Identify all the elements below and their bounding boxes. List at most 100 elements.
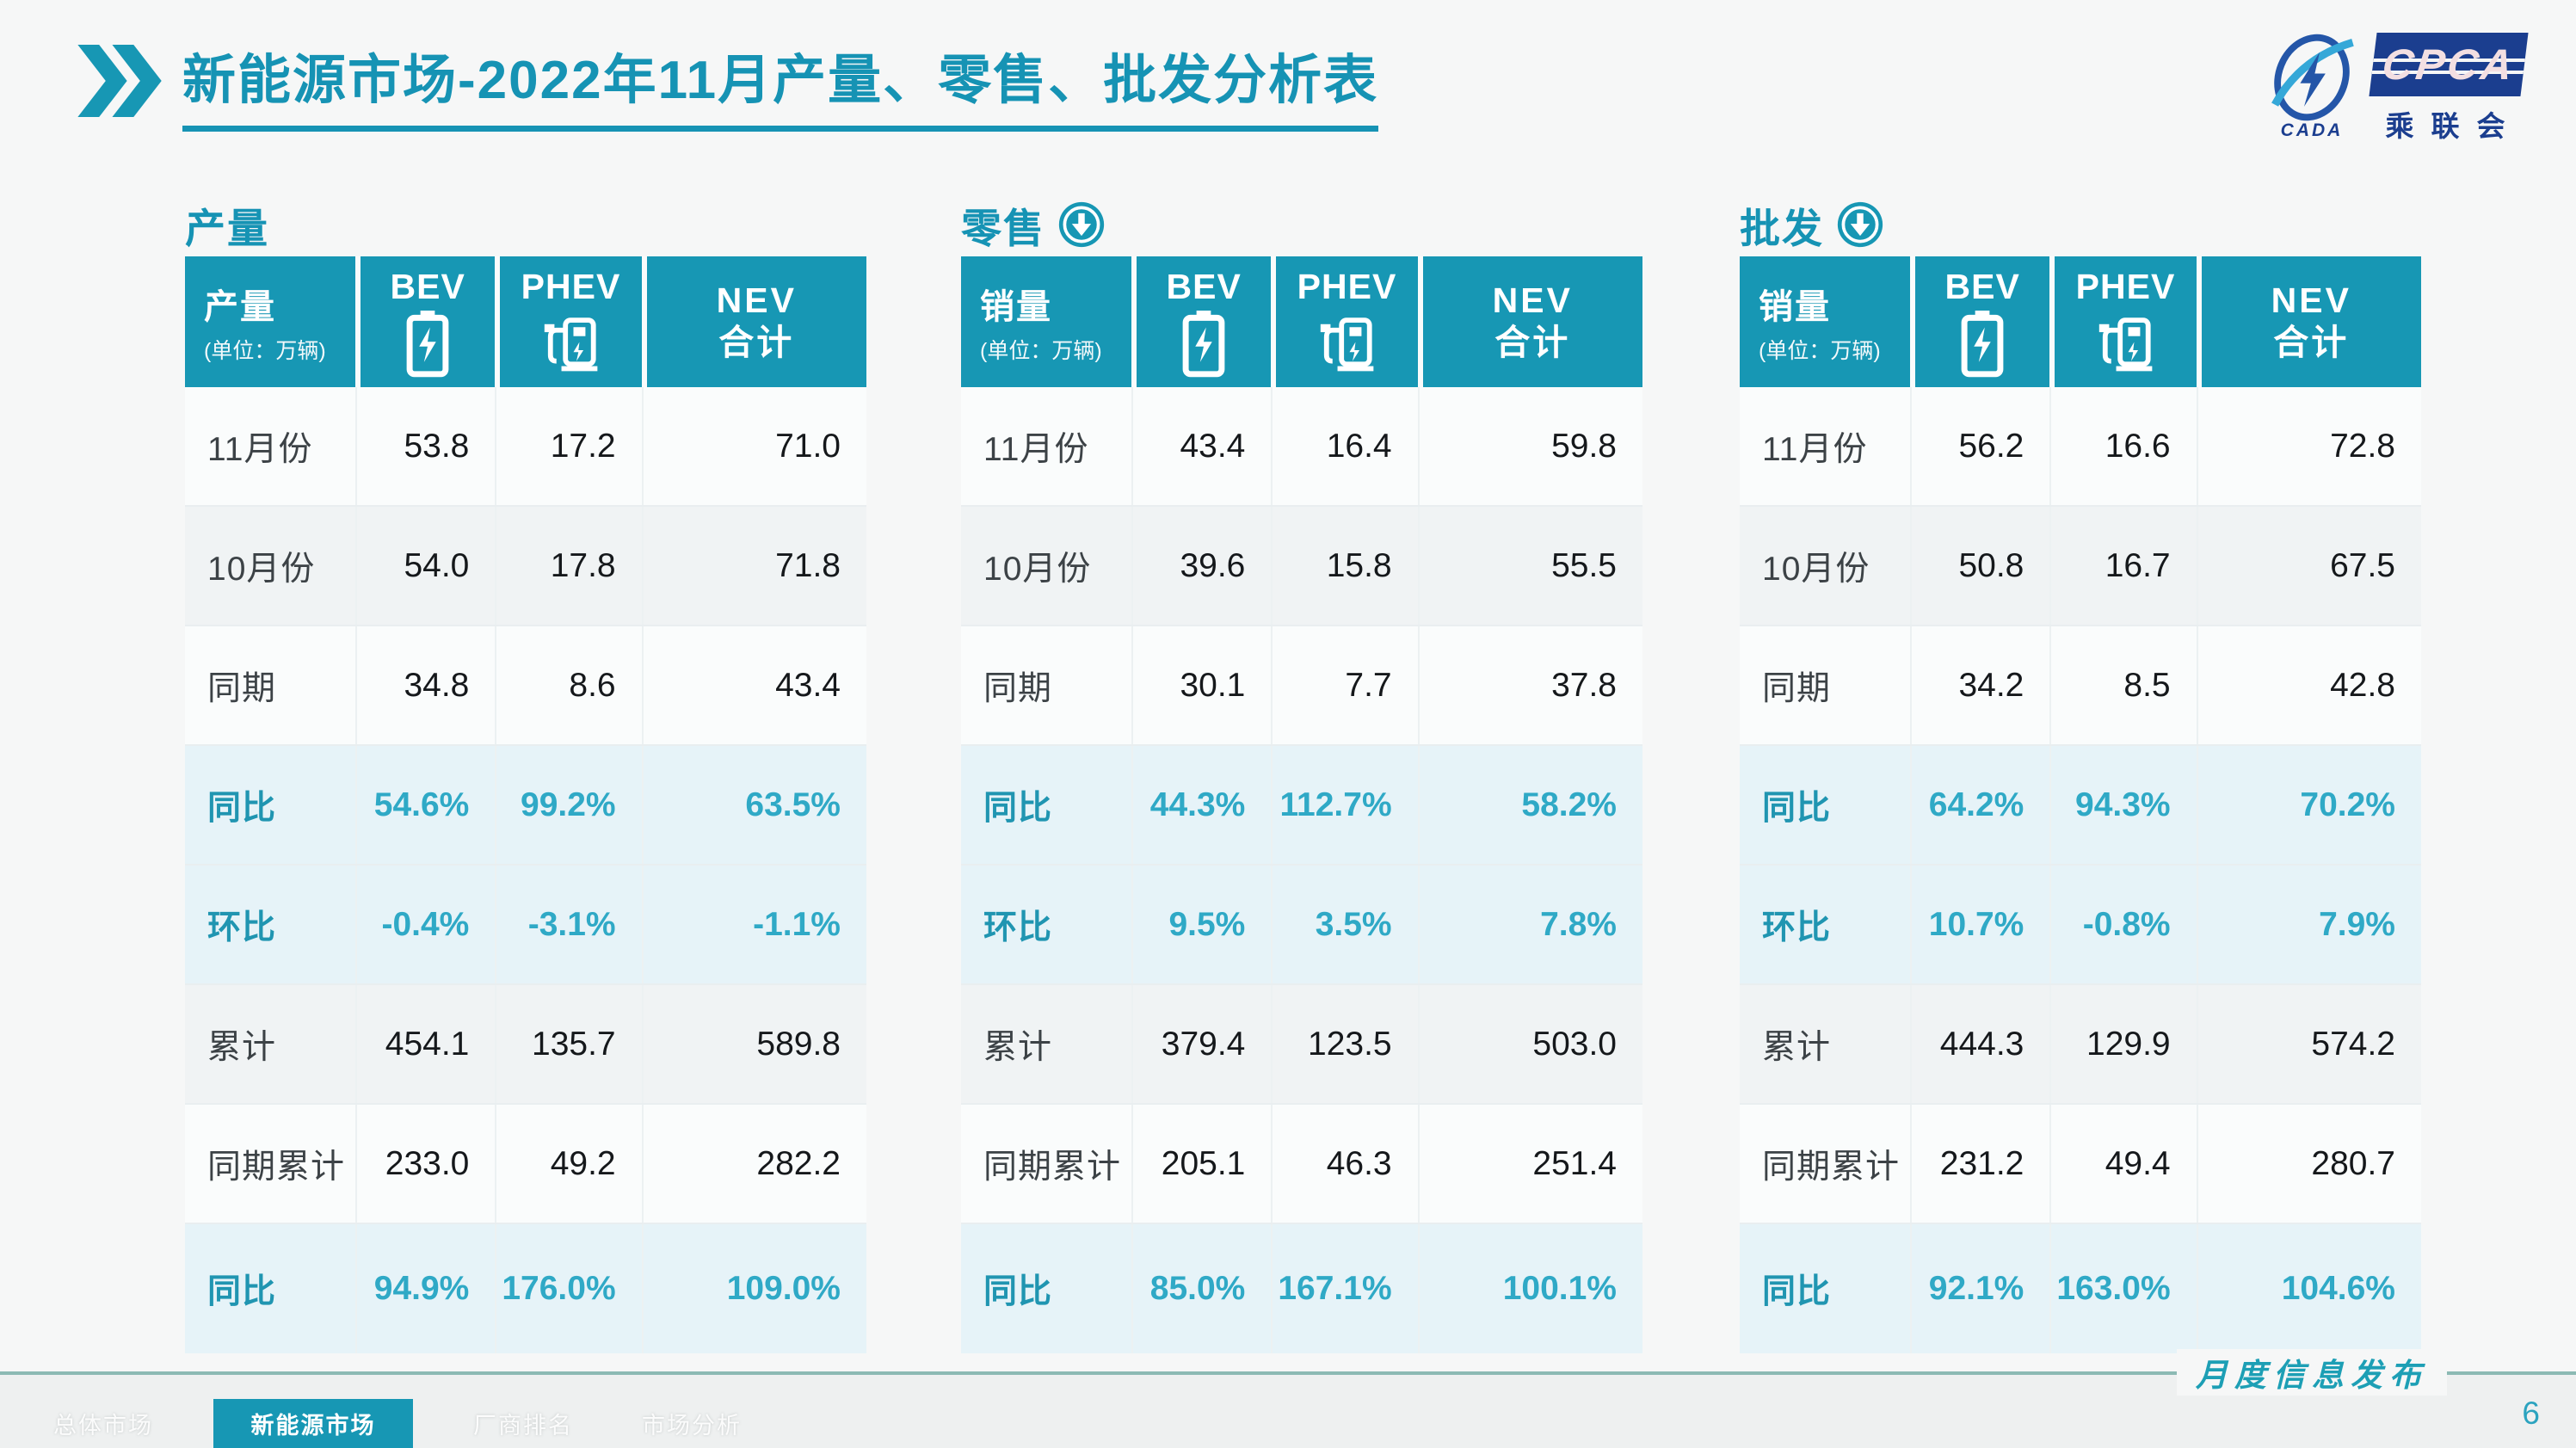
- bev-header-cell: BEV: [355, 256, 495, 387]
- phev-value-cell: 49.2: [495, 1105, 641, 1223]
- phev-header-cell: PHEV: [495, 256, 641, 387]
- nev-header-cell: NEV 合计: [641, 256, 866, 387]
- bev-value-cell: 56.2: [1910, 387, 2049, 505]
- row-label-cell: 同期累计: [1762, 1148, 1901, 1186]
- row-label-cell: 环比: [1762, 909, 1832, 946]
- row-label-cell: 11月份: [1762, 430, 1868, 468]
- battery-icon: [406, 310, 449, 377]
- association-text: 乘联会: [2385, 110, 2523, 142]
- table-row: 11月份 53.8 17.2 71.0: [185, 387, 866, 507]
- cada-text: CADA: [2280, 120, 2344, 140]
- nev-value-cell: 251.4: [1417, 1105, 1642, 1223]
- bev-header-cell: BEV: [1910, 256, 2049, 387]
- phev-value-cell: 94.3%: [2049, 746, 2196, 864]
- phev-value-cell: 7.7: [1271, 626, 1417, 744]
- page-title: 新能源市场-2022年11月产量、零售、批发分析表: [182, 36, 1379, 132]
- phev-header-cell: PHEV: [2049, 256, 2196, 387]
- nev-total-label: 合计: [1494, 323, 1571, 362]
- battery-icon: [1182, 310, 1225, 377]
- measure-header-cell: 销量 (单位：万辆): [1740, 256, 1910, 387]
- nev-header-cell: NEV 合计: [2196, 256, 2421, 387]
- measure-header-cell: 产量 (单位：万辆): [185, 256, 355, 387]
- row-label-cell: 11月份: [207, 430, 313, 468]
- bev-value-cell: 34.2: [1910, 626, 2049, 744]
- phev-value-cell: 99.2%: [495, 746, 641, 864]
- table-row: 10月份 39.6 15.8 55.5: [961, 507, 1642, 626]
- phev-value-cell: 15.8: [1271, 507, 1417, 625]
- tab-overall-market[interactable]: 总体市场: [53, 1413, 153, 1439]
- table-row: 11月份 56.2 16.6 72.8: [1740, 387, 2421, 507]
- row-label-cell: 同比: [1762, 1273, 1832, 1310]
- nev-value-cell: 282.2: [641, 1105, 866, 1223]
- row-label-cell: 环比: [207, 909, 277, 946]
- table-row: 同比 64.2% 94.3% 70.2%: [1740, 746, 2421, 866]
- table-header: 产量 (单位：万辆) BEV PHEV: [185, 256, 866, 387]
- phev-value-cell: 46.3: [1271, 1105, 1417, 1223]
- measure-label: 产量: [204, 288, 276, 326]
- bev-value-cell: 379.4: [1131, 985, 1271, 1103]
- table-row: 累计 454.1 135.7 589.8: [185, 985, 866, 1105]
- nev-value-cell: 58.2%: [1417, 746, 1642, 864]
- table-row: 10月份 50.8 16.7 67.5: [1740, 507, 2421, 626]
- phev-value-cell: 135.7: [495, 985, 641, 1103]
- row-label-cell: 累计: [983, 1028, 1053, 1066]
- nev-value-cell: 71.8: [641, 507, 866, 625]
- bev-value-cell: 454.1: [355, 985, 495, 1103]
- nev-value-cell: 574.2: [2196, 985, 2421, 1103]
- charging-station-icon: [2099, 317, 2153, 371]
- row-label-cell: 10月份: [1762, 550, 1870, 588]
- nev-value-cell: 70.2%: [2196, 746, 2421, 864]
- nev-label: NEV: [2271, 280, 2351, 320]
- phev-value-cell: 123.5: [1271, 985, 1417, 1103]
- cpca-banner: CPCA: [2369, 33, 2529, 96]
- phev-value-cell: 16.4: [1271, 387, 1417, 505]
- nev-label: NEV: [1492, 280, 1573, 320]
- bev-value-cell: 54.0: [355, 507, 495, 625]
- phev-value-cell: 112.7%: [1271, 746, 1417, 864]
- bev-label: BEV: [390, 266, 465, 306]
- header: 新能源市场-2022年11月产量、零售、批发分析表: [76, 36, 1379, 132]
- nev-value-cell: 104.6%: [2196, 1224, 2421, 1353]
- row-label-cell: 11月份: [983, 430, 1089, 468]
- nev-value-cell: 59.8: [1417, 387, 1642, 505]
- table-header: 销量 (单位：万辆) BEV PHEV: [961, 256, 1642, 387]
- table-row: 同期 34.8 8.6 43.4: [185, 626, 866, 746]
- phev-value-cell: 8.5: [2049, 626, 2196, 744]
- phev-label: PHEV: [1297, 266, 1397, 306]
- section-title-retail: 零售: [961, 205, 1045, 251]
- tab-market-analysis[interactable]: 市场分析: [642, 1413, 742, 1439]
- nev-value-cell: 63.5%: [641, 746, 866, 864]
- table-row: 同比 54.6% 99.2% 63.5%: [185, 746, 866, 866]
- section-title-wholesale: 批发: [1740, 205, 1824, 251]
- row-label-cell: 同比: [983, 1273, 1053, 1310]
- tab-oem-ranking[interactable]: 厂商排名: [473, 1413, 573, 1439]
- phev-value-cell: -0.8%: [2049, 866, 2196, 983]
- table-row: 环比 10.7% -0.8% 7.9%: [1740, 866, 2421, 985]
- bev-label: BEV: [1166, 266, 1242, 306]
- phev-value-cell: 167.1%: [1271, 1224, 1417, 1353]
- section-title-production: 产量: [185, 205, 269, 251]
- nev-value-cell: 7.9%: [2196, 866, 2421, 983]
- measure-header-cell: 销量 (单位：万辆): [961, 256, 1131, 387]
- bev-value-cell: 34.8: [355, 626, 495, 744]
- table-row: 同比 92.1% 163.0% 104.6%: [1740, 1224, 2421, 1353]
- globe-swoosh-icon: [2271, 34, 2354, 121]
- tab-nev-market[interactable]: 新能源市场: [213, 1399, 413, 1448]
- bev-value-cell: 205.1: [1131, 1105, 1271, 1223]
- battery-icon: [1961, 310, 2004, 377]
- phev-value-cell: 16.7: [2049, 507, 2196, 625]
- nev-total-label: 合计: [718, 323, 795, 362]
- nev-value-cell: 55.5: [1417, 507, 1642, 625]
- phev-value-cell: 129.9: [2049, 985, 2196, 1103]
- unit-label: (单位：万辆): [1759, 339, 1881, 363]
- row-label-cell: 同比: [983, 789, 1053, 827]
- bev-value-cell: 9.5%: [1131, 866, 1271, 983]
- nev-value-cell: 42.8: [2196, 626, 2421, 744]
- double-chevron-icon: [77, 45, 162, 117]
- table-row: 同期 34.2 8.5 42.8: [1740, 626, 2421, 746]
- row-label-cell: 10月份: [983, 550, 1092, 588]
- wholesale-table: 批发 销量 (单位：万辆) BEV: [1740, 193, 2421, 1353]
- bev-value-cell: 64.2%: [1910, 746, 2049, 864]
- table-row: 环比 -0.4% -3.1% -1.1%: [185, 866, 866, 985]
